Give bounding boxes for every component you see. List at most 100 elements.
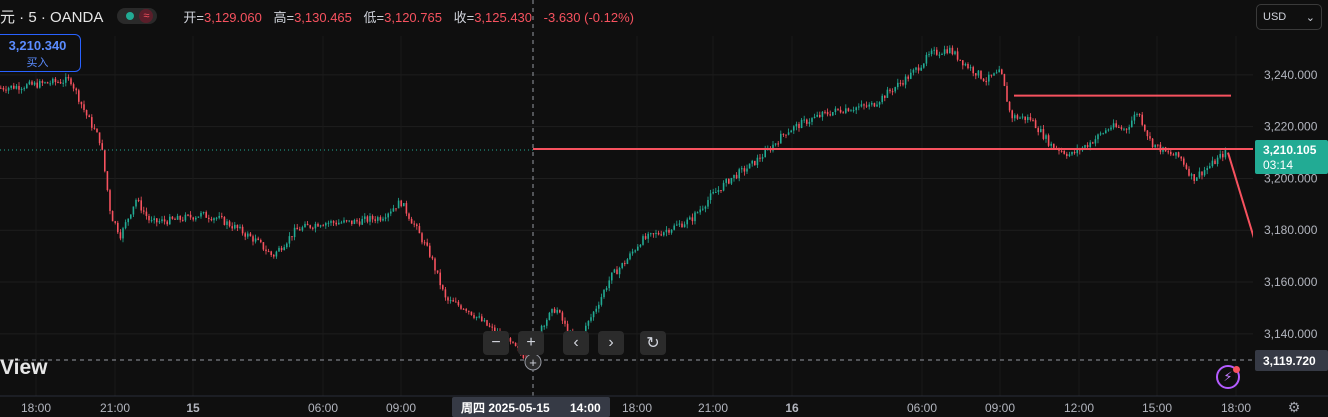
- candle-down: [72, 84, 75, 89]
- candle-down: [452, 300, 454, 302]
- candle-up: [605, 288, 608, 291]
- candle-up: [904, 76, 907, 85]
- low-value: 3,120.765: [384, 9, 442, 25]
- candle-down: [36, 82, 38, 88]
- candle-up: [158, 221, 161, 223]
- candle-up: [369, 216, 371, 222]
- candle-down: [309, 225, 311, 228]
- market-status-pill[interactable]: ≈: [117, 8, 158, 24]
- candle-down: [720, 189, 722, 191]
- candle-up: [546, 319, 548, 326]
- candle-down: [1066, 153, 1068, 157]
- price-axis[interactable]: 3,240.000 3,220.000 3,200.000 3,180.000 3,16…: [1253, 0, 1328, 417]
- candle-up: [1198, 171, 1201, 178]
- scroll-left-button[interactable]: ‹: [563, 331, 589, 355]
- candle-down: [270, 251, 272, 255]
- candle-up: [234, 224, 236, 229]
- candle-down: [842, 112, 844, 114]
- symbol-title[interactable]: 元 · 5 · OANDA: [0, 8, 104, 26]
- candle-down: [299, 229, 301, 231]
- candle-up: [694, 212, 696, 222]
- zoom-out-button[interactable]: −: [483, 331, 509, 355]
- y-tick-label: 3,220.000: [1264, 120, 1318, 134]
- candle-down: [423, 242, 426, 244]
- close-value: 3,125.430: [474, 9, 533, 25]
- candle-down: [616, 269, 618, 275]
- candle-up: [340, 222, 343, 224]
- scroll-right-button[interactable]: ›: [598, 331, 624, 355]
- candle-up: [704, 206, 707, 209]
- candle-up: [1107, 129, 1110, 131]
- candle-up: [730, 177, 733, 184]
- candle-up: [195, 217, 197, 220]
- candle-down: [322, 225, 324, 227]
- candle-up: [169, 216, 171, 225]
- zoom-in-button[interactable]: +: [518, 331, 544, 355]
- candle-up: [756, 157, 759, 166]
- candle-down: [956, 51, 959, 60]
- candle-down: [182, 219, 184, 221]
- candle-up: [1206, 168, 1208, 171]
- candle-down: [306, 223, 309, 226]
- candle-up: [850, 110, 852, 112]
- candle-up: [377, 217, 379, 221]
- candle-up: [876, 104, 878, 107]
- candle-up: [686, 219, 688, 225]
- candle-up: [1209, 166, 1211, 169]
- candle-down: [1086, 145, 1089, 147]
- candle-down: [917, 67, 920, 71]
- candle-up: [663, 232, 665, 236]
- candle-down: [468, 310, 470, 312]
- current-price-value: 3,210.105: [1263, 143, 1317, 157]
- candle-down: [1125, 128, 1128, 130]
- candle-down: [951, 47, 954, 55]
- candle-down: [356, 220, 358, 222]
- chevron-down-icon: ⌄: [1305, 11, 1315, 24]
- candle-up: [943, 49, 946, 54]
- reset-chart-button[interactable]: ↻: [640, 331, 666, 355]
- candle-up: [803, 119, 805, 121]
- candle-up: [348, 220, 350, 222]
- candle-down: [231, 226, 233, 229]
- candle-down: [865, 105, 868, 107]
- candle-down: [223, 216, 226, 225]
- candle-down: [644, 236, 647, 239]
- candle-up: [1021, 116, 1024, 118]
- candle-down: [85, 109, 88, 116]
- candle-down: [80, 101, 83, 105]
- candle-down: [1024, 116, 1026, 121]
- candle-down: [143, 210, 145, 212]
- candle-up: [592, 311, 595, 318]
- candle-down: [2, 87, 5, 90]
- time-axis[interactable]: 18:00 21:00 15 06:00 09:00 18:00 21:00 16 06:00 0…: [0, 395, 1328, 417]
- candle-up: [127, 218, 129, 223]
- candle-down: [1193, 174, 1195, 181]
- drawings: +: [0, 0, 1300, 396]
- gear-icon[interactable]: ⚙: [1287, 399, 1301, 415]
- candle-down: [252, 236, 254, 242]
- candle-down: [221, 216, 223, 218]
- candle-down: [421, 233, 423, 243]
- candle-up: [122, 228, 124, 239]
- candle-down: [1188, 168, 1190, 176]
- lightning-icon[interactable]: ⚡: [1216, 365, 1240, 389]
- currency-select[interactable]: USD ⌄: [1256, 4, 1322, 30]
- candle-up: [725, 179, 727, 183]
- candle-up: [608, 280, 610, 289]
- candle-down: [819, 114, 821, 117]
- candle-down: [57, 82, 59, 84]
- candle-up: [1224, 149, 1227, 158]
- candle-down: [1141, 114, 1143, 125]
- candle-down: [410, 218, 413, 224]
- candle-down: [119, 232, 122, 239]
- candle-down: [358, 221, 361, 225]
- candle-up: [1105, 130, 1107, 134]
- candle-down: [460, 305, 462, 309]
- candle-up: [213, 218, 215, 221]
- buy-button[interactable]: 3,210.340 买入: [0, 34, 81, 72]
- candle-down: [210, 218, 213, 221]
- candle-up: [878, 102, 881, 105]
- candle-down: [436, 270, 439, 273]
- candle-down: [512, 341, 514, 343]
